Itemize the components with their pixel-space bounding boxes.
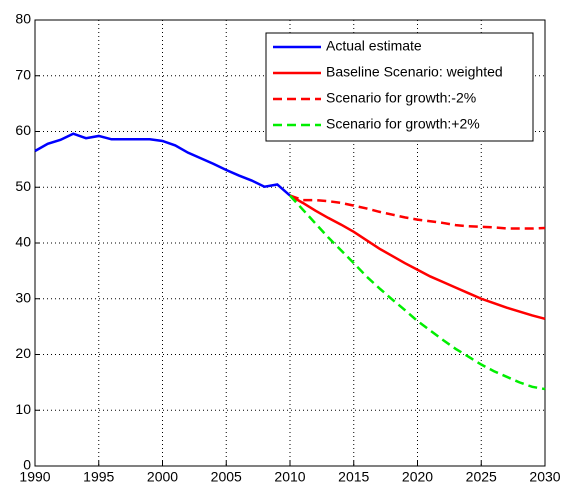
y-tick-label: 70 bbox=[15, 66, 31, 82]
legend-box bbox=[265, 32, 534, 142]
x-tick-label: 2020 bbox=[402, 469, 433, 485]
x-tick-label: 2010 bbox=[274, 469, 305, 485]
legend-label: Actual estimate bbox=[326, 38, 422, 54]
y-tick-label: 20 bbox=[15, 345, 31, 361]
series-line bbox=[289, 194, 546, 391]
x-tick-label: 2030 bbox=[529, 469, 560, 485]
legend-label: Baseline Scenario: weighted bbox=[326, 64, 503, 80]
legend-label: Scenario for growth:-2% bbox=[326, 90, 476, 106]
axes-box bbox=[34, 19, 546, 467]
x-tick-label: 2015 bbox=[338, 469, 369, 485]
series-line bbox=[289, 194, 546, 230]
y-tick-label: 10 bbox=[15, 401, 31, 417]
x-tick-label: 1995 bbox=[83, 469, 114, 485]
y-tick-label: 0 bbox=[23, 457, 31, 473]
legend-label: Scenario for growth:+2% bbox=[326, 116, 480, 132]
y-tick-label: 50 bbox=[15, 178, 31, 194]
y-tick-label: 80 bbox=[15, 11, 31, 27]
x-tick-label: 2000 bbox=[147, 469, 178, 485]
y-tick-label: 30 bbox=[15, 289, 31, 305]
x-tick-label: 1990 bbox=[19, 469, 50, 485]
y-tick-label: 60 bbox=[15, 122, 31, 138]
series-line bbox=[289, 194, 546, 321]
series-line bbox=[34, 132, 291, 197]
y-tick-label: 40 bbox=[15, 234, 31, 250]
x-tick-label: 2025 bbox=[466, 469, 497, 485]
x-tick-label: 2005 bbox=[211, 469, 242, 485]
